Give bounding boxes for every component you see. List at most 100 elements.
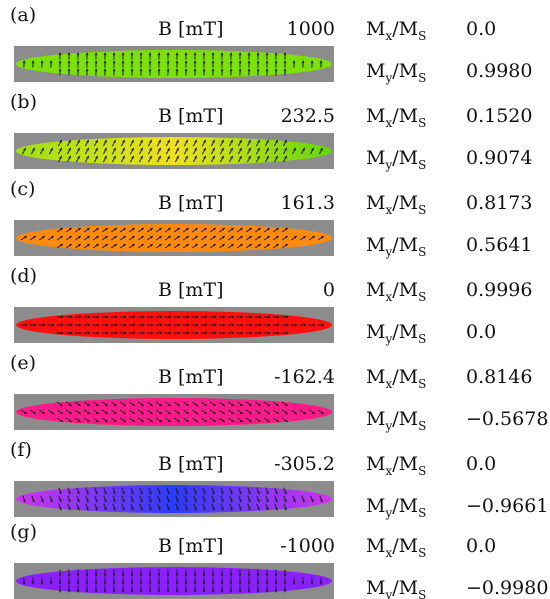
magnetization-arrow — [40, 60, 44, 68]
magnetization-arrow — [120, 155, 126, 163]
magnetization-arrow — [218, 243, 226, 249]
magnetization-arrow — [182, 417, 190, 423]
magnetization-arrow — [58, 585, 62, 593]
magnetization-arrow — [137, 243, 145, 249]
magnetization-arrow — [191, 315, 199, 319]
magnetization-arrow — [38, 323, 46, 327]
magnetization-arrow — [92, 227, 100, 233]
magnetization-arrow — [84, 155, 90, 163]
magnetization-arrow — [227, 235, 235, 241]
magnetization-arrow — [128, 235, 136, 241]
magnetization-arrow — [202, 495, 206, 503]
magnetization-arrow — [173, 409, 181, 415]
magnetization-arrow — [292, 577, 296, 585]
magnetization-arrow — [119, 235, 127, 241]
magnetization-arrow — [38, 235, 46, 241]
magnetization-arrow — [58, 569, 62, 577]
field-label: B [mT] — [158, 18, 224, 40]
magnetization-arrow — [130, 487, 134, 495]
magnetization-arrow — [56, 409, 64, 415]
magnetization-arrow — [265, 52, 269, 60]
panel-letter: (b) — [10, 91, 37, 113]
magnetization-arrow — [137, 315, 145, 319]
magnetization-arrow — [164, 417, 172, 423]
panel-b: (b) B [mT] 232.5 Mx/MS 0.1520 My/MS 0.90… — [0, 87, 550, 172]
magnetization-arrow — [283, 585, 287, 593]
magnetization-arrow — [148, 52, 152, 60]
magnetization-arrow — [128, 401, 136, 407]
field-label: B [mT] — [158, 453, 224, 475]
magnetization-arrow — [101, 227, 109, 233]
magnetization-arrow — [137, 417, 145, 423]
magnetization-arrow — [121, 487, 125, 495]
magnetization-arrow — [182, 315, 190, 319]
magnetization-arrow — [245, 235, 253, 241]
magnetization-arrow — [40, 495, 44, 503]
magnetization-arrow — [119, 323, 127, 327]
magnetization-arrow — [147, 139, 153, 147]
magnetization-arrow — [155, 227, 163, 233]
magnetization-arrow — [263, 417, 271, 423]
magnetization-arrow — [83, 227, 91, 233]
field-label: B [mT] — [158, 192, 224, 214]
magnetization-arrow — [281, 409, 289, 415]
magnetization-arrow — [85, 495, 89, 503]
magnetization-arrow — [237, 155, 243, 163]
magnetization-arrow — [58, 503, 62, 511]
magnetization-arrow — [139, 495, 143, 503]
magnetization-arrow — [31, 60, 35, 68]
magnetization-arrow — [74, 315, 82, 319]
magnetization-arrow — [256, 577, 260, 585]
magnetization-arrow — [255, 155, 261, 163]
ellipse-sample — [16, 137, 332, 165]
magnetization-arrow — [265, 569, 269, 577]
magnetization-arrow — [148, 569, 152, 577]
magnetization-arrow — [308, 409, 316, 415]
magnetization-arrow — [237, 139, 243, 147]
magnetization-arrow — [192, 147, 198, 155]
magnetization-arrow — [103, 487, 107, 495]
magnetization-arrow — [274, 52, 278, 60]
magnetization-arrow — [283, 68, 287, 76]
magnetization-arrow — [83, 243, 91, 249]
magnetization-arrow — [103, 569, 107, 577]
magnetization-arrow — [166, 495, 170, 503]
magnetization-arrow — [67, 52, 71, 60]
magnetization-arrow — [165, 139, 171, 147]
magnetization-arrow — [281, 401, 289, 407]
magnetization-arrow — [210, 155, 216, 163]
magnetization-arrow — [211, 52, 215, 60]
magnetization-arrow — [263, 409, 271, 415]
magnetization-arrow — [281, 331, 289, 335]
magnetization-arrow — [272, 401, 280, 407]
magnetization-arrow — [146, 417, 154, 423]
magnetization-arrow — [247, 569, 251, 577]
magnetization-arrow — [247, 495, 251, 503]
magnetization-arrow — [128, 243, 136, 249]
panel-c: (c) B [mT] 161.3 Mx/MS 0.8173 My/MS 0.56… — [0, 174, 550, 259]
magnetization-arrow — [191, 235, 199, 241]
magnetization-arrow — [265, 577, 269, 585]
magnetization-strip — [14, 220, 334, 256]
magnetization-arrow — [121, 569, 125, 577]
magnetization-arrow — [67, 577, 71, 585]
magnetization-arrow — [238, 52, 242, 60]
magnetization-arrow — [138, 155, 144, 163]
magnetization-arrow — [236, 401, 244, 407]
magnetization-arrow — [74, 417, 82, 423]
my-label: My/MS — [366, 408, 427, 433]
magnetization-arrow — [256, 585, 260, 593]
magnetization-arrow — [65, 243, 73, 249]
magnetization-arrow — [274, 585, 278, 593]
magnetization-arrow — [92, 323, 100, 327]
magnetization-arrow — [128, 227, 136, 233]
magnetization-arrow — [103, 60, 107, 68]
panel-letter: (f) — [10, 439, 32, 461]
magnetization-arrow — [76, 52, 80, 60]
magnetization-arrow — [130, 577, 134, 585]
magnetization-arrow — [283, 569, 287, 577]
magnetization-arrow — [290, 409, 298, 415]
magnetization-arrow — [121, 577, 125, 585]
magnetization-arrow — [139, 68, 143, 76]
my-value: 0.9074 — [466, 147, 533, 169]
